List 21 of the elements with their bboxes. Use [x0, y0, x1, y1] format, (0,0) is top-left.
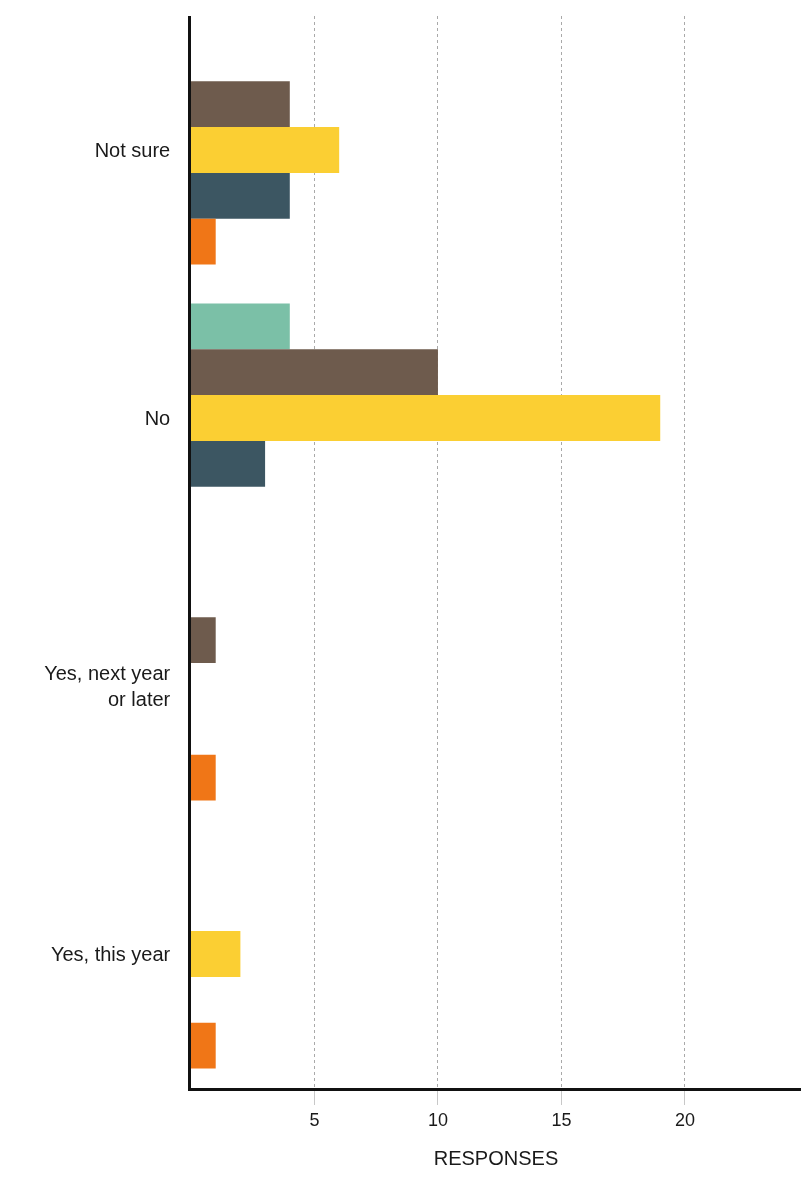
y-tick-label: Yes, this year — [50, 943, 171, 965]
bar — [191, 127, 340, 173]
x-tick-label: 20 — [674, 1110, 695, 1131]
x-tick-label: 10 — [427, 1110, 448, 1131]
bar — [191, 81, 290, 128]
bar — [191, 395, 661, 441]
bar — [191, 617, 216, 664]
x-tick-label: 15 — [551, 1110, 572, 1131]
y-tick-label: Yes, next year or later — [44, 662, 171, 710]
bar — [191, 303, 290, 350]
x-tick-label: 5 — [309, 1110, 320, 1131]
bar — [191, 754, 216, 801]
bar — [191, 218, 216, 265]
bar — [191, 1022, 216, 1069]
bar — [191, 349, 438, 396]
bar — [191, 440, 266, 487]
bar — [191, 172, 290, 219]
y-tick-label: Not sure — [94, 139, 171, 161]
x-axis-title: RESPONSES — [433, 1146, 559, 1169]
bar — [191, 931, 241, 977]
y-tick-label: No — [144, 407, 171, 429]
